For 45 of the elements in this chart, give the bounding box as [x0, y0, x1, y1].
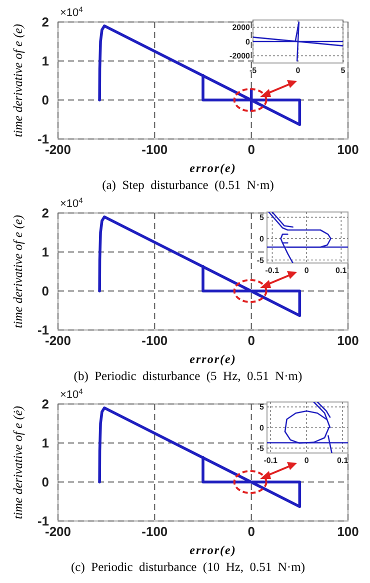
text: (b) Periodic disturbance (5 Hz, 0.51 N·m) — [74, 369, 302, 383]
x-tick-label: -0.1 — [265, 266, 280, 275]
y-tick-label: 0 — [260, 234, 265, 244]
x-tick-label: 0 — [304, 266, 310, 275]
text: ×10$^{4}$ — [60, 196, 84, 210]
y-tick-label: 0 — [260, 423, 265, 432]
text: ×10$^{4}$ — [60, 4, 84, 19]
x-tick-label: -0.1 — [264, 456, 278, 465]
y-tick-label: 5 — [260, 402, 265, 412]
y-tick-label: 0 — [42, 92, 49, 108]
x-tick-label: 0 — [304, 456, 310, 465]
y-tick-label: 2 — [42, 14, 49, 30]
x-tick-label: 100 — [337, 142, 359, 157]
x-axis-title: error(e) — [190, 352, 236, 366]
y-tick-label: 0 — [42, 284, 49, 299]
y-tick-label: 0 — [42, 474, 49, 490]
y-tick-label: -5 — [256, 256, 265, 265]
text: (a) Step disturbance (0.51 N·m) — [102, 178, 274, 192]
y-tick-label: 2 — [42, 206, 49, 221]
y-tick-label: 2000 — [232, 22, 251, 32]
x-tick-label: -100 — [142, 524, 168, 539]
x-tick-label: -5 — [249, 66, 258, 75]
x-tick-label: -100 — [142, 333, 168, 348]
x-tick-label: 5 — [340, 66, 346, 75]
y-axis-title: time derivative of e (e) — [11, 24, 25, 138]
x-axis-title: error(e) — [190, 161, 236, 175]
text: ×10$^{4}$ — [60, 386, 84, 401]
y-tick-label: 1 — [42, 244, 49, 260]
x-axis-title: error(e) — [190, 543, 236, 557]
text: (c) Periodic disturbance (10 Hz, 0.51 N·m) — [71, 560, 305, 574]
y-tick-label: 5 — [260, 212, 265, 222]
x-tick-label: -100 — [142, 142, 168, 157]
x-tick-label: 0.1 — [337, 456, 349, 465]
y-axis-title: time derivative of e (ė) — [11, 406, 25, 520]
x-tick-label: 100 — [337, 333, 359, 348]
x-tick-label: 0 — [296, 66, 301, 75]
y-tick-label: 1 — [42, 54, 49, 69]
y-tick-label: -2000 — [230, 52, 251, 61]
y-tick-label: 2 — [42, 396, 49, 412]
y-axis-title: time derivative of e (e) — [11, 214, 25, 328]
y-tick-label: 1 — [42, 436, 49, 451]
x-tick-label: 100 — [337, 524, 359, 539]
y-tick-label: -5 — [256, 444, 265, 453]
y-tick-label: 0 — [246, 37, 251, 46]
x-tick-label: 0.1 — [336, 266, 348, 275]
